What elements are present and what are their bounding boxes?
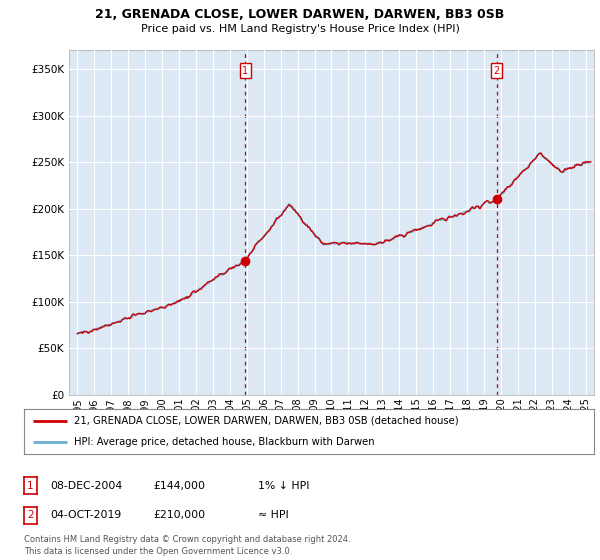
Text: Price paid vs. HM Land Registry's House Price Index (HPI): Price paid vs. HM Land Registry's House … — [140, 24, 460, 34]
Text: 1: 1 — [27, 480, 34, 491]
Text: Contains HM Land Registry data © Crown copyright and database right 2024.
This d: Contains HM Land Registry data © Crown c… — [24, 535, 350, 556]
Text: 21, GRENADA CLOSE, LOWER DARWEN, DARWEN, BB3 0SB: 21, GRENADA CLOSE, LOWER DARWEN, DARWEN,… — [95, 8, 505, 21]
Text: 1% ↓ HPI: 1% ↓ HPI — [258, 480, 310, 491]
Text: 2: 2 — [27, 510, 34, 520]
Text: HPI: Average price, detached house, Blackburn with Darwen: HPI: Average price, detached house, Blac… — [74, 436, 375, 446]
Text: 1: 1 — [242, 66, 248, 76]
Text: 08-DEC-2004: 08-DEC-2004 — [50, 480, 122, 491]
Text: £210,000: £210,000 — [153, 510, 205, 520]
Text: 04-OCT-2019: 04-OCT-2019 — [50, 510, 121, 520]
Text: ≈ HPI: ≈ HPI — [258, 510, 289, 520]
Text: 2: 2 — [493, 66, 500, 76]
Text: £144,000: £144,000 — [153, 480, 205, 491]
Text: 21, GRENADA CLOSE, LOWER DARWEN, DARWEN, BB3 0SB (detached house): 21, GRENADA CLOSE, LOWER DARWEN, DARWEN,… — [74, 416, 459, 426]
